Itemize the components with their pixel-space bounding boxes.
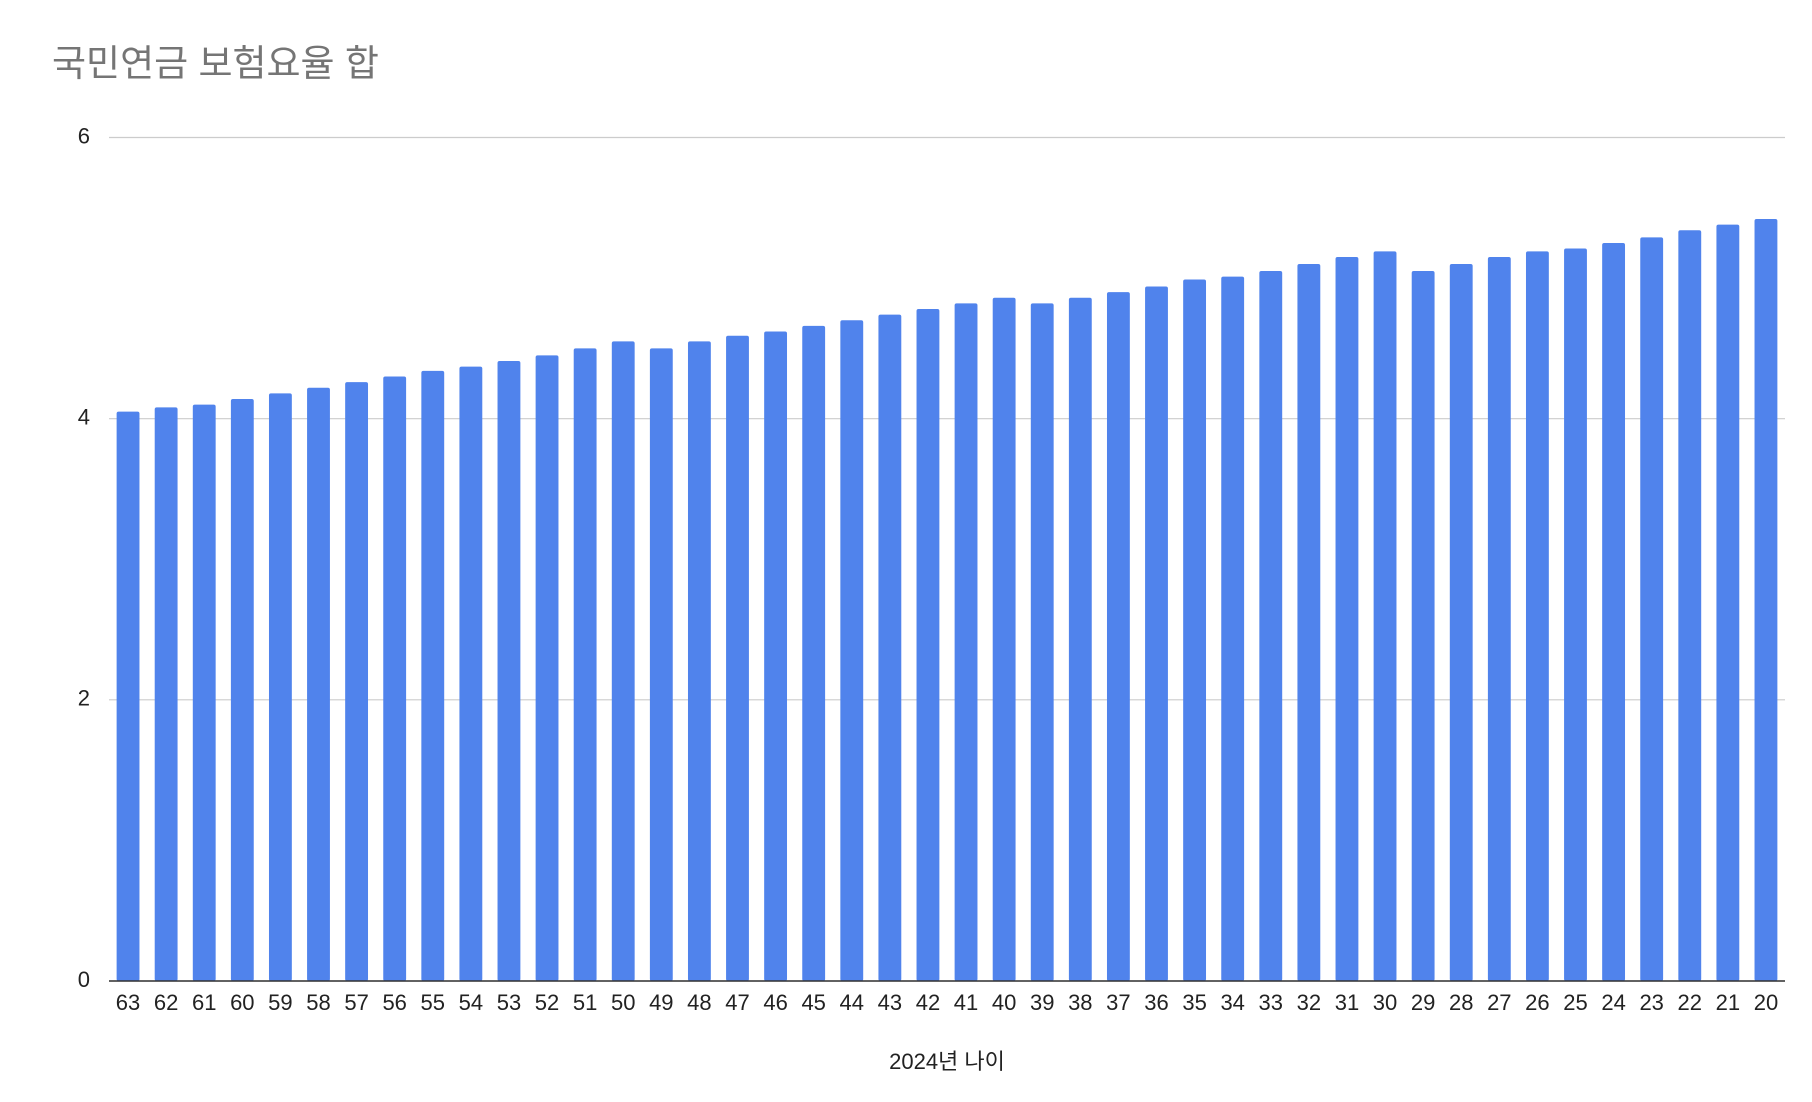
bar [954,303,978,982]
y-tick-label: 6 [78,123,90,148]
x-tick-label: 36 [1144,990,1168,1015]
x-tick-label: 55 [421,990,445,1015]
x-tick-label: 58 [306,990,330,1015]
x-tick-label: 32 [1297,990,1321,1015]
bar [1259,271,1283,981]
bar [1449,264,1473,981]
bar [1602,242,1626,981]
x-tick-label: 24 [1601,990,1625,1015]
bar [1525,251,1549,981]
x-tick-label: 48 [687,990,711,1015]
x-tick-label: 34 [1220,990,1244,1015]
bar [1564,248,1587,981]
bar [1068,297,1092,981]
bar [611,341,635,981]
x-tick-label: 29 [1411,990,1435,1015]
bar [383,376,407,981]
x-tick-label: 52 [535,990,559,1015]
bar [840,320,864,982]
bar [307,387,330,981]
bar [154,407,178,981]
x-tick-label: 25 [1563,990,1587,1015]
bar [1373,251,1397,981]
x-tick-label: 22 [1678,990,1702,1015]
x-tick-label: 23 [1639,990,1663,1015]
bar [1106,292,1130,981]
bar [1145,286,1168,982]
x-tick-label: 46 [763,990,787,1015]
bar [192,404,216,981]
bar [116,411,140,981]
bar [268,393,292,981]
bar [1221,276,1245,981]
x-tick-label: 57 [344,990,368,1015]
bar [1640,237,1664,982]
bar [1030,303,1054,982]
x-tick-label: 56 [382,990,406,1015]
bar [916,309,940,981]
x-tick-label: 61 [192,990,216,1015]
bar [573,348,597,981]
bar [649,348,673,981]
x-tick-label: 44 [840,990,864,1015]
x-tick-label: 33 [1259,990,1283,1015]
bar [1183,279,1207,982]
bar [345,382,369,981]
x-tick-label: 39 [1030,990,1054,1015]
x-tick-label: 28 [1449,990,1473,1015]
x-tick-label: 53 [497,990,521,1015]
bar [1411,271,1435,981]
x-tick-label: 60 [230,990,254,1015]
x-tick-label: 50 [611,990,635,1015]
bar [992,297,1016,981]
x-tick-label: 54 [459,990,483,1015]
bar [726,335,749,981]
y-tick-label: 2 [78,686,90,711]
bar [1754,219,1778,981]
x-tick-label: 59 [268,990,292,1015]
x-tick-label: 43 [878,990,902,1015]
bar [1297,264,1321,981]
x-tick-label: 27 [1487,990,1511,1015]
bar [421,370,445,981]
x-tick-label: 37 [1106,990,1130,1015]
x-tick-label: 45 [801,990,825,1015]
x-tick-label: 51 [573,990,597,1015]
bar [497,361,521,982]
chart-title: 국민연금 보험요율 합 [52,43,379,84]
x-tick-label: 30 [1373,990,1397,1015]
x-tick-label: 63 [116,990,140,1015]
bar [1487,256,1511,981]
x-tick-label: 21 [1716,990,1740,1015]
x-tick-label: 62 [154,990,178,1015]
x-tick-label: 41 [954,990,978,1015]
x-tick-label: 35 [1182,990,1206,1015]
bar [230,398,254,981]
x-tick-label: 42 [916,990,940,1015]
x-tick-label: 40 [992,990,1016,1015]
bar [535,355,559,981]
bar [1716,224,1740,981]
bar [1678,230,1702,981]
y-tick-label: 4 [78,404,90,429]
x-axis-title: 2024년 나이 [889,1049,1005,1074]
x-tick-label: 20 [1754,990,1778,1015]
bar [687,341,711,981]
bar [764,331,788,981]
bar [1335,256,1359,981]
x-tick-label: 31 [1335,990,1359,1015]
x-tick-label: 38 [1068,990,1092,1015]
x-tick-label: 47 [725,990,749,1015]
bar [802,325,826,981]
x-tick-label: 26 [1525,990,1549,1015]
y-tick-label: 0 [78,967,90,992]
x-tick-label: 49 [649,990,673,1015]
bar [878,314,902,981]
bar [459,366,483,981]
